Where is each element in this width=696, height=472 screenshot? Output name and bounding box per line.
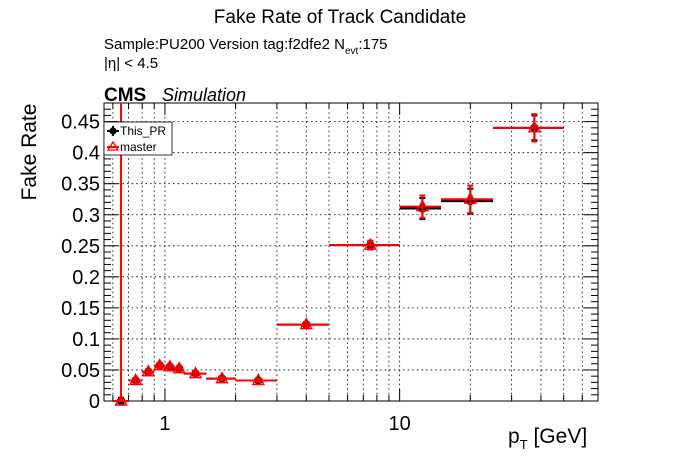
data-point-master [128, 373, 143, 386]
data-point-master [440, 184, 494, 214]
data-point-master [172, 361, 186, 374]
data-point-master [163, 359, 177, 372]
y-tick-label: 0.45 [61, 112, 100, 134]
plot-frame [103, 102, 599, 402]
legend-entry-master: master [106, 140, 157, 154]
eta-cut-label: |η| < 4.5 [104, 55, 158, 72]
plot-area: 1 10 0 0.05 0.1 0.15 0.2 0.25 0.3 0.35 0.4 0.45 [61, 102, 599, 435]
triangle-marker [527, 120, 542, 133]
y-tick-label: 0.35 [61, 174, 100, 196]
data-point-master [276, 317, 329, 330]
chart-title: Fake Rate of Track Candidate [214, 7, 466, 28]
triangle-marker [163, 359, 177, 372]
x-tick-label: 1 [159, 413, 170, 435]
data-point-master [206, 371, 236, 384]
y-tick-label: 0.05 [61, 360, 100, 382]
x-axis-title-sub: T [520, 437, 528, 452]
sample-info: Sample:PU200 Version tag:f2dfe2 Nevt:175 [104, 36, 388, 57]
triangle-marker [463, 191, 477, 204]
sample-count: :175 [358, 36, 387, 53]
triangle-marker [251, 373, 266, 386]
triangle-marker [188, 366, 203, 379]
x-tick-label: 10 [389, 413, 411, 435]
legend-label: master [120, 140, 157, 154]
x-axis-title: pT [GeV] [508, 425, 587, 452]
sample-text: Sample:PU200 Version tag:f2dfe2 N [104, 36, 345, 53]
triangle-marker [415, 199, 430, 212]
x-axis-title-unit: [GeV] [528, 425, 588, 448]
data-point-master [141, 364, 156, 377]
data-point-master [153, 358, 167, 371]
triangle-marker [172, 361, 186, 374]
data-point-this-pr [440, 187, 494, 215]
y-tick-label: 0.2 [72, 267, 100, 289]
legend-entry-this-pr: This_PR [107, 124, 166, 138]
y-tick-label: 0.4 [72, 143, 100, 165]
data-point-master [328, 237, 400, 251]
legend-label: This_PR [120, 124, 166, 138]
y-tick-label: 0.25 [61, 236, 100, 258]
data-point-master [399, 194, 441, 219]
x-axis-title-main: p [508, 425, 520, 448]
data-layer [112, 103, 564, 406]
y-tick-label: 0 [89, 391, 100, 413]
triangle-marker [114, 393, 128, 406]
data-point-master [183, 366, 207, 379]
triangle-marker [128, 373, 143, 386]
triangle-marker [215, 371, 229, 384]
data-point-this-pr [399, 196, 441, 221]
tick-layer: 1 10 0 0.05 0.1 0.15 0.2 0.25 0.3 0.35 0.4 0.45 [61, 103, 599, 435]
sample-subscript: evt [345, 46, 359, 57]
data-point-master [493, 113, 564, 143]
simulation-label: Simulation [162, 85, 246, 105]
y-tick-label: 0.3 [72, 205, 100, 227]
triangle-marker [363, 237, 378, 250]
triangle-marker [153, 358, 167, 371]
triangle-marker [299, 317, 313, 330]
cms-label: CMS [104, 85, 146, 106]
y-axis-title: Fake Rate [18, 104, 41, 201]
legend-marker-circle [109, 127, 117, 135]
data-point-master [235, 373, 277, 386]
y-tick-label: 0.15 [61, 298, 100, 320]
legend-marker-triangle [106, 140, 120, 151]
triangle-marker [141, 364, 156, 377]
y-tick-label: 0.1 [72, 329, 100, 351]
grid-layer [104, 103, 599, 401]
